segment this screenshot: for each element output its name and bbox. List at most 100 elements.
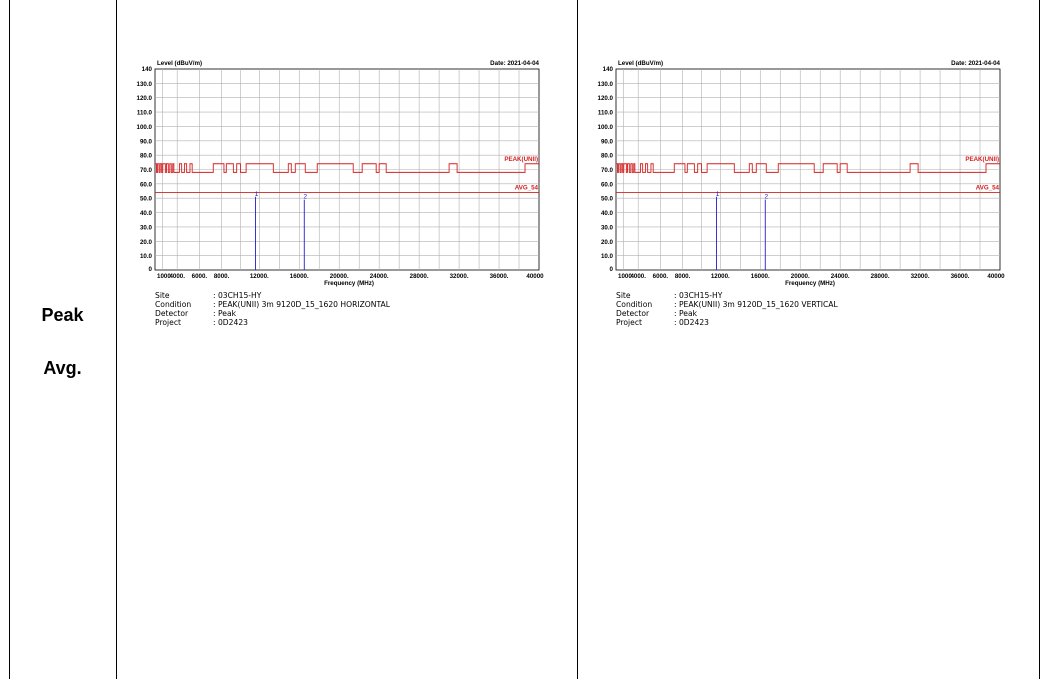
x-axis-label: Frequency (MHz): [324, 280, 374, 287]
y-tick-label: 50.0: [601, 196, 614, 203]
y-tick-label: 0: [610, 266, 614, 273]
marker-label: 2: [764, 194, 768, 201]
y-tick-label: 70.0: [601, 167, 614, 174]
date-label: Date: 2021-04-04: [951, 60, 1000, 67]
info-value: : 0D2423: [213, 318, 248, 327]
y-tick-label: 30.0: [140, 224, 153, 231]
y-tick-label: 20.0: [140, 239, 153, 246]
x-tick-label: 36000.: [490, 273, 509, 280]
info-key: Detector: [155, 309, 189, 318]
x-tick-label: 36000.: [951, 273, 970, 280]
y-tick-label: 100.0: [598, 124, 614, 131]
x-tick-label: 16000.: [751, 273, 770, 280]
y-tick-label: 140: [142, 66, 153, 73]
info-value: : 0D2423: [674, 318, 709, 327]
x-tick-label: 6000.: [653, 273, 669, 280]
emission-chart-vertical: 0 10.0 20.0 30.0 40.0 50.0 60.0 70.0 80.0 90.0 100…: [598, 60, 1006, 287]
marker-label: 1: [716, 191, 720, 198]
peak-label: Peak: [41, 305, 84, 325]
info-row-detector: Detector : Peak: [155, 309, 390, 318]
info-key: Project: [616, 318, 642, 327]
x-tick-label: 4000.: [630, 273, 646, 280]
table-divider-left: [116, 0, 117, 679]
info-value: : Peak: [213, 309, 237, 318]
y-tick-label: 100.0: [137, 124, 153, 131]
info-value: : Peak: [674, 309, 698, 318]
y-tick-label: 70.0: [140, 167, 153, 174]
y-axis-label: Level (dBuV/m): [157, 60, 202, 67]
chart-cell-horizontal: 0 10.0 20.0 30.0 40.0 50.0 60.0 70.0 80.0 90.0 100…: [117, 0, 579, 679]
x-tick-label: 40000: [987, 273, 1005, 280]
y-tick-label: 10.0: [140, 253, 153, 260]
info-row-site: Site: 03CH15-HY: [616, 291, 838, 300]
info-key: Detector: [616, 309, 650, 318]
marker-label: 2: [303, 194, 307, 201]
y-tick-label: 40.0: [601, 210, 614, 217]
x-tick-label: 8000.: [214, 273, 230, 280]
limit-line-label: PEAK(UNII): [504, 156, 538, 163]
y-tick-label: 40.0: [140, 210, 153, 217]
info-value: : PEAK(UNII) 3m 9120D_15_1620 HORIZONTAL: [213, 300, 390, 309]
info-key: Condition: [616, 300, 653, 309]
x-axis-label: Frequency (MHz): [785, 280, 835, 287]
y-tick-label: 110.0: [598, 110, 614, 117]
info-key: Condition: [155, 300, 192, 309]
y-tick-label: 20.0: [601, 239, 614, 246]
info-row-condition: Condition : PEAK(UNII) 3m 9120D_15_1620 H…: [155, 300, 390, 309]
x-tick-label: 24000.: [831, 273, 850, 280]
limit-line-label: AVG_54: [515, 184, 539, 191]
limit-line-label: AVG_54: [976, 184, 1000, 191]
info-row-detector: Detector : Peak: [616, 309, 838, 318]
y-tick-label: 120.0: [598, 95, 614, 102]
info-row-site: Site : 03CH15-HY: [155, 291, 390, 300]
marker-label: 1: [255, 191, 259, 198]
avg-label: Avg.: [43, 358, 82, 378]
x-tick-label: 20000.: [791, 273, 810, 280]
x-tick-label: 8000.: [675, 273, 691, 280]
info-row-project: Project : 0D2423: [155, 318, 390, 327]
limit-line-label: PEAK(UNII): [965, 156, 999, 163]
y-tick-label: 90.0: [140, 138, 153, 145]
y-tick-label: 50.0: [140, 196, 153, 203]
y-tick-label: 80.0: [601, 153, 614, 160]
y-tick-label: 110.0: [137, 110, 153, 117]
info-block-horizontal: Site : 03CH15-HY Condition : PEAK(UNII) 3m…: [155, 291, 390, 327]
y-tick-label: 10.0: [601, 253, 614, 260]
info-key: Project: [155, 318, 181, 327]
x-tick-label: 20000.: [330, 273, 349, 280]
x-tick-label: 24000.: [370, 273, 389, 280]
y-tick-label: 30.0: [601, 224, 614, 231]
x-tick-label: 4000.: [169, 273, 185, 280]
y-tick-label: 90.0: [601, 138, 614, 145]
y-tick-label: 120.0: [137, 95, 153, 102]
limit-line: [616, 163, 1000, 173]
y-tick-label: 60.0: [601, 181, 614, 188]
y-tick-label: 0: [149, 266, 153, 273]
info-row-project: Project : 0D2423: [616, 318, 838, 327]
date-label: Date: 2021-04-04: [490, 60, 539, 67]
emission-chart-horizontal: 0 10.0 20.0 30.0 40.0 50.0 60.0 70.0 80.0 90.0 100…: [137, 60, 545, 287]
table-divider-middle: [577, 0, 578, 679]
y-tick-label: 80.0: [140, 153, 153, 160]
y-tick-label: 130.0: [137, 81, 153, 88]
info-value: : 03CH15-HY: [213, 291, 262, 300]
x-tick-label: 12000.: [250, 273, 269, 280]
x-tick-label: 1000: [618, 273, 632, 280]
chart-cell-vertical: 0 10.0 20.0 30.0 40.0 50.0 60.0 70.0 80.0 90.0 100…: [578, 0, 1040, 679]
x-tick-label: 32000.: [911, 273, 930, 280]
y-tick-label: 130.0: [598, 81, 614, 88]
info-value: : PEAK(UNII) 3m 9120D_15_1620 VERTICAL: [674, 300, 838, 309]
y-axis-label: Level (dBuV/m): [618, 60, 663, 67]
x-tick-label: 28000.: [871, 273, 890, 280]
x-tick-label: 40000: [526, 273, 544, 280]
x-tick-label: 28000.: [410, 273, 429, 280]
limit-line: [155, 163, 539, 173]
x-tick-label: 6000.: [192, 273, 208, 280]
x-tick-label: 1000: [157, 273, 171, 280]
info-key: Site: [155, 291, 170, 300]
x-tick-label: 12000.: [711, 273, 730, 280]
info-row-condition: Condition : PEAK(UNII) 3m 9120D_15_1620 V…: [616, 300, 838, 309]
x-tick-label: 32000.: [450, 273, 469, 280]
info-key: Site: [616, 291, 631, 300]
info-block-vertical: Site: 03CH15-HY Condition : PEAK(UNII) 3m…: [616, 291, 838, 327]
